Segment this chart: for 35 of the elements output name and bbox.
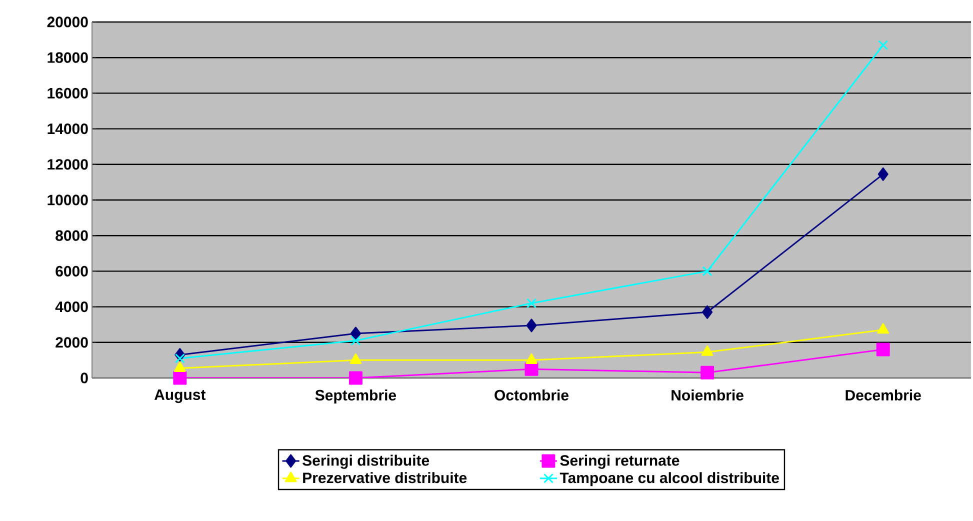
point (878, 40, 888, 50)
y-tick-label: 4000 (55, 301, 88, 312)
y-tick-label: 14000 (48, 123, 88, 134)
legend-label: Prezervative distribuite (303, 472, 467, 484)
point (350, 336, 361, 346)
y-tick-label: 6000 (56, 266, 88, 276)
point (526, 318, 537, 332)
y-tick-label: 12000 (48, 159, 88, 170)
y-tick-label: 10000 (48, 194, 88, 206)
point (348, 371, 362, 385)
x-tick-label: Noiembrie (672, 390, 744, 401)
point (702, 266, 712, 276)
x-tick-label: Octombrie (494, 390, 568, 401)
legend-label: Seringi distribuite (302, 454, 430, 469)
y-tick-label: 18000 (48, 52, 88, 63)
point (524, 362, 538, 376)
y-tick-label: 8000 (56, 230, 88, 241)
y-tick-label: 0 (80, 372, 88, 384)
point (173, 371, 187, 385)
y-tick-label: 20000 (47, 16, 88, 28)
point (877, 323, 890, 334)
x-tick-label: Decembrie (846, 390, 921, 401)
point (174, 353, 185, 364)
legend-label: Tampoane cu alcool distribuite (560, 472, 779, 486)
point (350, 326, 361, 340)
legend-label: Seringi returnate (560, 454, 680, 469)
point (876, 342, 890, 356)
point (702, 305, 713, 319)
y-tick-label: 2000 (56, 337, 88, 348)
x-tick-label: August (154, 390, 206, 404)
y-tick-label: 16000 (48, 88, 88, 98)
point (878, 167, 888, 181)
x-tick-label: Septembrie (315, 390, 396, 404)
point (700, 366, 714, 380)
point (526, 298, 536, 308)
